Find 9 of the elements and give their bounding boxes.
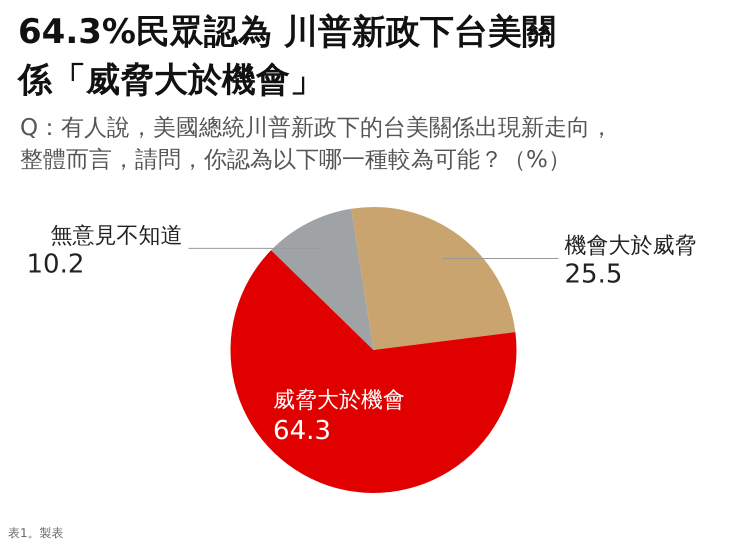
text: 表1。製表	[8, 525, 65, 542]
slice-label: 無意見不知道	[50, 223, 182, 248]
chart-title: 64.3%民眾認為 川普新政下台美關係「威脅大於機會」	[18, 11, 557, 102]
slice-label: 威脅大於機會	[273, 388, 406, 414]
data-label: 25.5	[564, 260, 622, 290]
data-label: 64.3	[273, 416, 331, 446]
data-label: 10.2	[26, 249, 84, 280]
slice-label: 機會大於威脅	[564, 234, 696, 259]
chart-subtitle: Q：有人說，美國總統川普新政下的台美關係出現新走向，整體而言，請問，你認為以下哪一種較為可能？（%）	[20, 114, 614, 175]
